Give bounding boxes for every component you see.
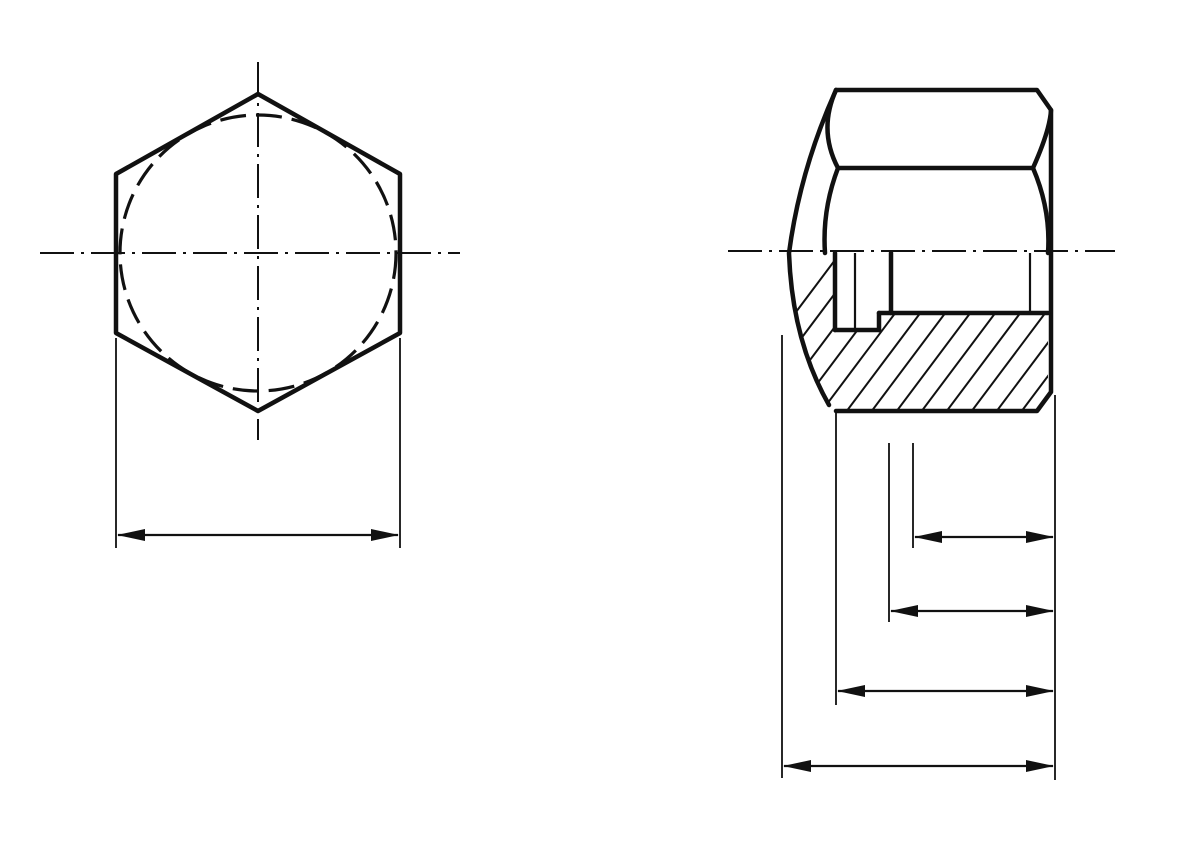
hidden-thread-circle bbox=[118, 113, 398, 393]
section-hatching bbox=[789, 253, 1048, 411]
arrowhead-left bbox=[117, 529, 145, 541]
hex-face-edge-right bbox=[1030, 165, 1051, 256]
front-view bbox=[40, 62, 460, 548]
across-flats-dimension bbox=[115, 338, 401, 548]
arrowhead-right bbox=[371, 529, 399, 541]
overall-height-dimension bbox=[783, 760, 1054, 772]
hex-height-dimension bbox=[837, 685, 1054, 697]
upper-hex-face bbox=[825, 87, 1054, 171]
thread-depth-dimension bbox=[914, 531, 1054, 543]
dome-cap-outline bbox=[786, 87, 839, 408]
hexagon-outline bbox=[113, 91, 403, 414]
side-dimensions bbox=[781, 335, 1056, 780]
hex-face-edge-left bbox=[822, 165, 841, 256]
bore-depth-dimension bbox=[890, 605, 1054, 617]
side-view bbox=[728, 87, 1115, 780]
